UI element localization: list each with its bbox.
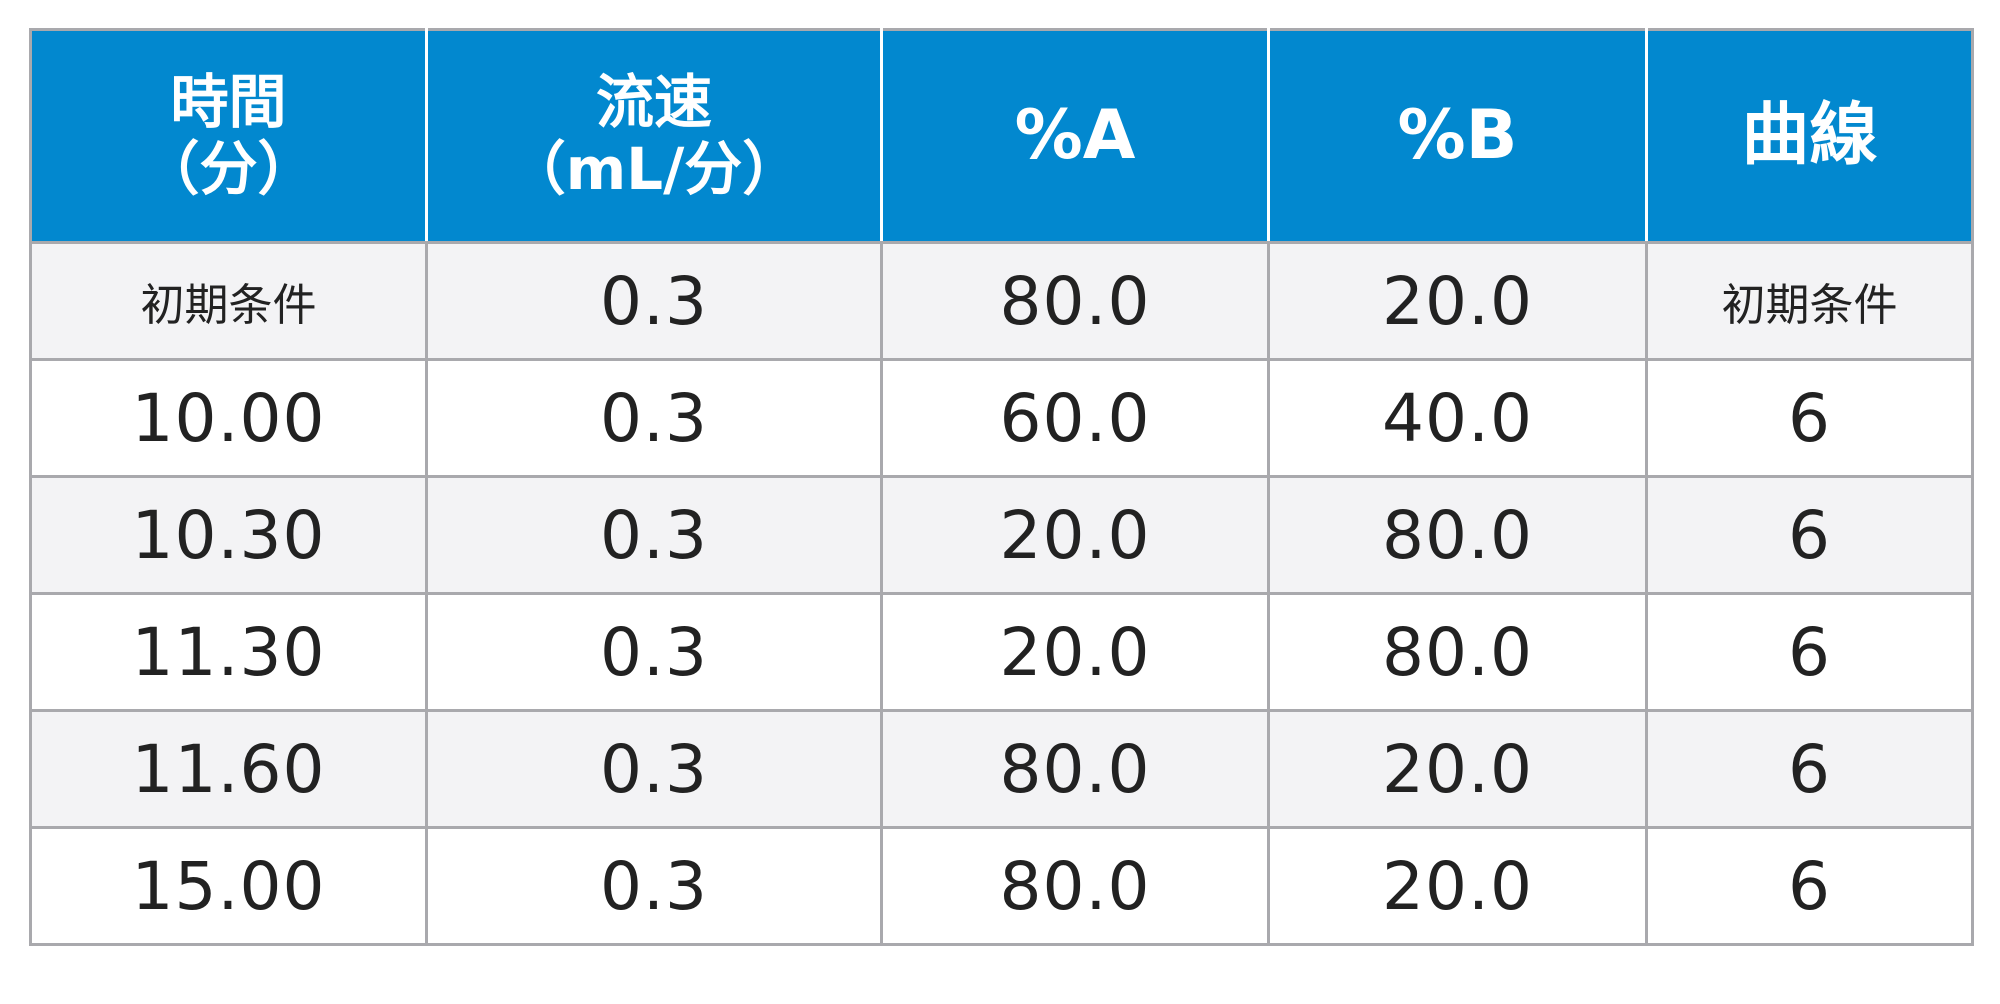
header-percent-a-label: %A xyxy=(1014,95,1136,175)
cell-flow-rate: 0.3 xyxy=(425,592,883,712)
cell-percent-a: 60.0 xyxy=(880,358,1270,478)
cell-percent-b: 80.0 xyxy=(1267,475,1648,595)
cell-time: 11.60 xyxy=(29,709,428,829)
cell-flow-rate: 0.3 xyxy=(425,241,883,361)
table-row: 11.60 0.3 80.0 20.0 6 xyxy=(29,709,1974,829)
cell-flow-rate: 0.3 xyxy=(425,475,883,595)
header-percent-a: %A xyxy=(880,28,1270,244)
cell-percent-a: 80.0 xyxy=(880,241,1270,361)
cell-percent-a: 20.0 xyxy=(880,592,1270,712)
header-percent-b: %B xyxy=(1267,28,1648,244)
cell-percent-a: 80.0 xyxy=(880,709,1270,829)
header-row: 時間 （分） 流速 （mL/分） %A %B 曲線 xyxy=(29,28,1974,244)
header-time-unit: （分） xyxy=(141,135,316,203)
cell-time: 15.00 xyxy=(29,826,428,946)
cell-flow-rate: 0.3 xyxy=(425,826,883,946)
cell-flow-rate: 0.3 xyxy=(425,709,883,829)
table-body: 初期条件 0.3 80.0 20.0 初期条件 10.00 0.3 60.0 4… xyxy=(29,241,1974,946)
cell-percent-b: 40.0 xyxy=(1267,358,1648,478)
gradient-table-container: 時間 （分） 流速 （mL/分） %A %B 曲線 初 xyxy=(29,28,1974,946)
cell-curve: 6 xyxy=(1645,358,1974,478)
header-flow-rate-label: 流速 xyxy=(595,68,712,137)
table-row: 11.30 0.3 20.0 80.0 6 xyxy=(29,592,1974,712)
cell-curve: 6 xyxy=(1645,826,1974,946)
cell-percent-b: 20.0 xyxy=(1267,826,1648,946)
table-row: 10.00 0.3 60.0 40.0 6 xyxy=(29,358,1974,478)
header-flow-rate-unit: （mL/分） xyxy=(507,135,801,203)
cell-curve: 初期条件 xyxy=(1645,241,1974,361)
cell-curve: 6 xyxy=(1645,709,1974,829)
cell-percent-a: 20.0 xyxy=(880,475,1270,595)
cell-time: 初期条件 xyxy=(29,241,428,361)
header-flow-rate: 流速 （mL/分） xyxy=(425,28,883,244)
cell-time: 10.30 xyxy=(29,475,428,595)
header-curve-label: 曲線 xyxy=(1741,95,1878,175)
cell-percent-b: 80.0 xyxy=(1267,592,1648,712)
header-time: 時間 （分） xyxy=(29,28,428,244)
table-header: 時間 （分） 流速 （mL/分） %A %B 曲線 xyxy=(29,28,1974,244)
table-row: 10.30 0.3 20.0 80.0 6 xyxy=(29,475,1974,595)
gradient-table: 時間 （分） 流速 （mL/分） %A %B 曲線 初 xyxy=(29,28,1974,946)
cell-percent-b: 20.0 xyxy=(1267,709,1648,829)
table-row: 15.00 0.3 80.0 20.0 6 xyxy=(29,826,1974,946)
cell-percent-b: 20.0 xyxy=(1267,241,1648,361)
cell-time: 10.00 xyxy=(29,358,428,478)
header-curve: 曲線 xyxy=(1645,28,1974,244)
cell-flow-rate: 0.3 xyxy=(425,358,883,478)
header-time-label: 時間 xyxy=(170,68,287,137)
cell-percent-a: 80.0 xyxy=(880,826,1270,946)
header-percent-b-label: %B xyxy=(1397,95,1518,175)
cell-curve: 6 xyxy=(1645,475,1974,595)
table-row: 初期条件 0.3 80.0 20.0 初期条件 xyxy=(29,241,1974,361)
cell-curve: 6 xyxy=(1645,592,1974,712)
cell-time: 11.30 xyxy=(29,592,428,712)
